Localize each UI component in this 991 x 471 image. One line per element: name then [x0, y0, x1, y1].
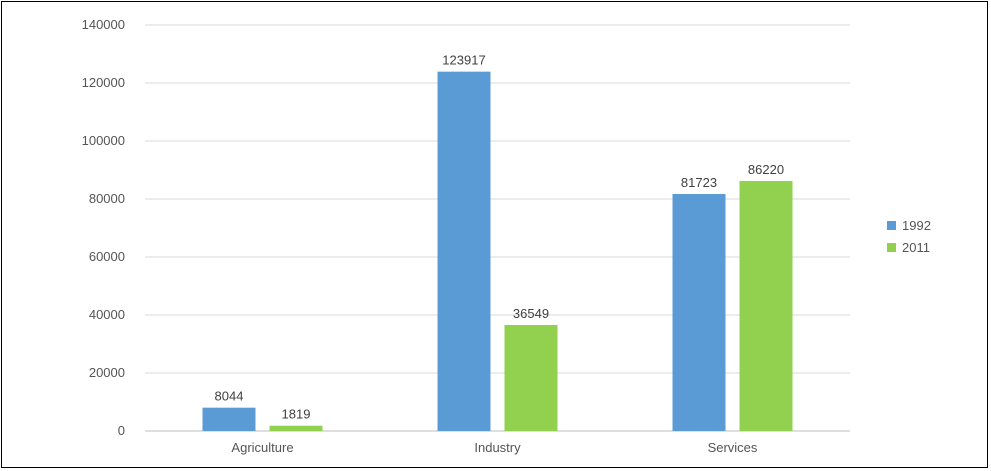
y-tick-label: 20000 — [89, 365, 125, 380]
bar-1992-industry — [437, 71, 491, 432]
legend-label: 1992 — [902, 218, 931, 233]
x-tick-label: Industry — [474, 440, 521, 455]
data-label: 8044 — [215, 389, 244, 404]
data-label: 81723 — [681, 175, 717, 190]
x-tick-label: Agriculture — [231, 440, 293, 455]
bar-2011-industry — [504, 325, 558, 431]
data-label: 86220 — [748, 162, 784, 177]
x-tick-label: Services — [708, 440, 758, 455]
y-tick-label: 0 — [118, 423, 125, 438]
bar-1992-services — [672, 194, 726, 431]
y-tick-label: 60000 — [89, 249, 125, 264]
y-tick-label: 140000 — [82, 17, 125, 32]
data-label: 36549 — [513, 306, 549, 321]
data-label: 123917 — [442, 53, 485, 68]
data-label: 1819 — [282, 407, 311, 422]
y-tick-label: 40000 — [89, 307, 125, 322]
bar-2011-agriculture — [269, 425, 323, 431]
bar-1992-agriculture — [202, 407, 256, 431]
y-tick-label: 120000 — [82, 75, 125, 90]
legend-swatch-2011 — [887, 243, 896, 252]
y-tick-label: 100000 — [82, 133, 125, 148]
bar-2011-services — [739, 180, 793, 431]
y-tick-label: 80000 — [89, 191, 125, 206]
legend-swatch-1992 — [887, 221, 896, 230]
legend-label: 2011 — [902, 240, 930, 255]
